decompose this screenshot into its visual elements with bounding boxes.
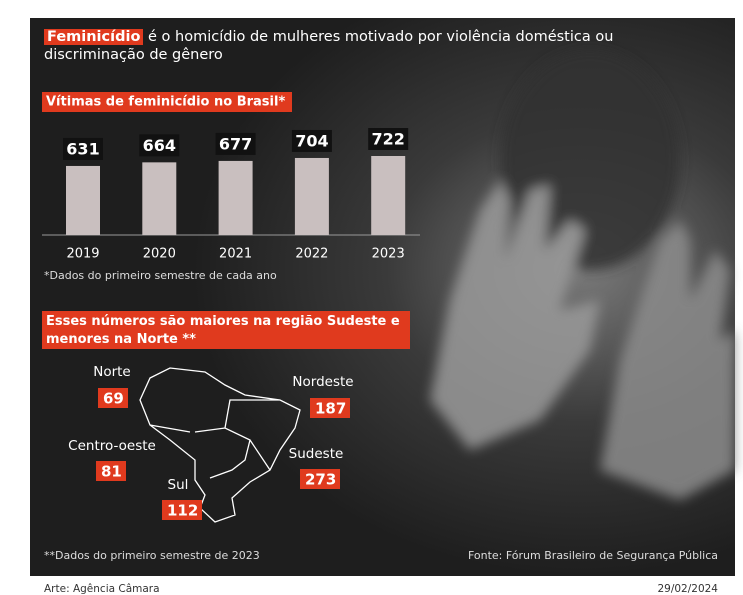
region-value: 112 (167, 502, 198, 520)
value-label: 631 (66, 139, 99, 158)
source: Fonte: Fórum Brasileiro de Segurança Púb… (468, 549, 718, 562)
bar-chart-title: Vítimas de feminicídio no Brasil* (46, 95, 285, 110)
header-highlight: Feminicídio (44, 29, 143, 45)
bar-note: *Dados do primeiro semestre de cada ano (44, 269, 277, 282)
value-label: 722 (371, 130, 404, 149)
x-tick-label: 2019 (66, 247, 99, 262)
bar (66, 166, 100, 235)
region-name: Norte (93, 364, 131, 380)
x-tick-label: 2020 (143, 247, 176, 262)
region-name: Sul (168, 477, 189, 493)
x-tick-label: 2023 (372, 247, 405, 262)
bar (371, 156, 405, 235)
region-value: 187 (315, 400, 346, 418)
x-tick-label: 2021 (219, 247, 252, 262)
region-value: 69 (103, 390, 124, 408)
region-name: Centro-oeste (68, 438, 156, 454)
bar (219, 161, 253, 235)
title-line: Esses números são maiores na região Sude… (46, 314, 404, 329)
map-note: **Dados do primeiro semestre de 2023 (44, 549, 260, 562)
date: 29/02/2024 (657, 583, 718, 595)
infographic: Vítimas de feminicídio no Brasil* *Dados… (0, 0, 743, 595)
header: Feminicídio é o homicídio de mulheres mo… (44, 28, 634, 64)
section-title: Vítimas de feminicídio no Brasil* (42, 92, 292, 112)
x-tick-label: 2022 (295, 247, 328, 262)
value-label: 677 (219, 134, 252, 153)
region-value: 273 (305, 471, 336, 489)
credit: Arte: Agência Câmara (44, 583, 160, 595)
title-line: menores na Norte ** (46, 332, 196, 347)
value-label: 704 (295, 131, 328, 150)
region-name: Sudeste (289, 446, 344, 462)
page: Vítimas de feminicídio no Brasil* *Dados… (0, 0, 743, 595)
value-label: 664 (143, 136, 176, 155)
region-name: Nordeste (292, 374, 353, 390)
bar (142, 162, 176, 235)
region-value: 81 (101, 463, 122, 481)
bar (295, 158, 329, 235)
